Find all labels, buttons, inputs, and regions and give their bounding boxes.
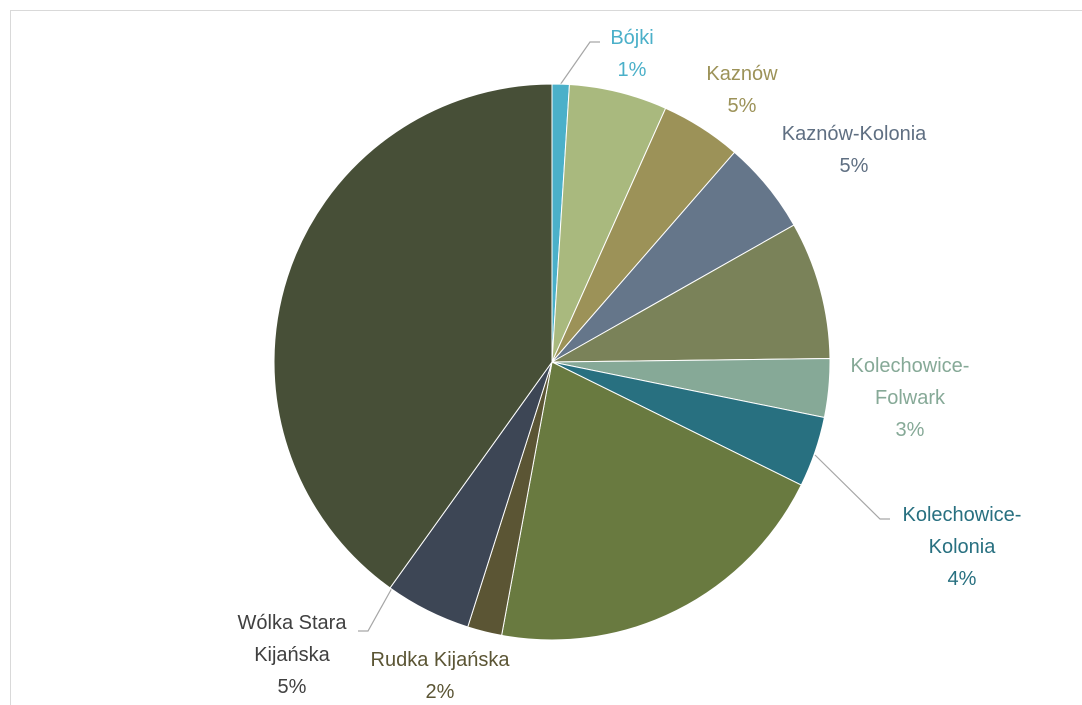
slice-label: Rudka Kijańska 2%	[345, 644, 535, 705]
value-label: 5%	[839, 155, 869, 177]
slice-label: Kolechowice-Kolonia 4%	[877, 499, 1047, 595]
value-label: 5%	[277, 676, 307, 698]
category-label: Wólka Stara Kijańska	[237, 612, 347, 666]
pie-slice	[551, 224, 831, 363]
pie-slice	[501, 361, 802, 641]
slice-label: Bójki 1%	[572, 22, 692, 86]
slice-label: Wólka Stara Kijańska 5%	[212, 607, 372, 703]
category-label: Kaznów-Kolonia	[781, 123, 927, 145]
category-label: Kaznów	[706, 63, 778, 85]
slice-label: Kaznów 5%	[672, 58, 812, 122]
category-label: Kolechowice-Kolonia	[902, 504, 1022, 558]
leader-line	[358, 587, 393, 632]
value-label: 4%	[947, 568, 977, 590]
value-label: 2%	[425, 681, 455, 703]
slice-label: Kaznów-Kolonia 5%	[754, 118, 954, 182]
category-label: Rudka Kijańska	[370, 649, 510, 671]
category-label: Kolechowice-Folwark	[850, 355, 970, 409]
chart-frame	[10, 10, 1082, 705]
slice-label: Kolechowice-Folwark 3%	[825, 350, 995, 446]
value-label: 3%	[895, 419, 925, 441]
leader-line	[814, 454, 890, 520]
value-label: 5%	[727, 95, 757, 117]
pie-slice	[273, 83, 553, 589]
category-label: Bójki	[610, 27, 654, 49]
value-label: 1%	[617, 59, 647, 81]
leader-line	[559, 41, 600, 86]
